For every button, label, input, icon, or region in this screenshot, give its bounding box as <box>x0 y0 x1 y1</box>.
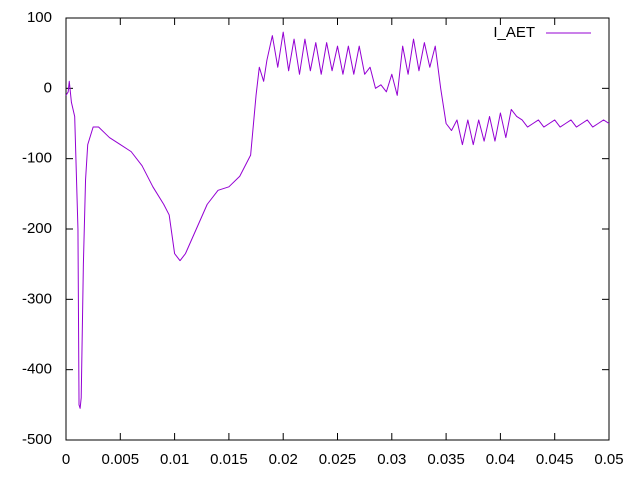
y-tick-label: 100 <box>27 9 52 26</box>
y-tick-label: 0 <box>44 79 52 96</box>
y-tick-label: -400 <box>22 361 52 378</box>
y-tick-label: -100 <box>22 150 52 167</box>
legend-label: I_AET <box>493 24 535 41</box>
plot-border <box>65 17 610 441</box>
x-tick-label: 0.025 <box>319 451 357 468</box>
x-tick-label: 0.005 <box>102 451 140 468</box>
data-line <box>65 31 610 409</box>
y-tick-label: -300 <box>22 290 52 307</box>
x-tick-label: 0 <box>62 451 70 468</box>
y-tick-label: -200 <box>22 220 52 237</box>
y-tick-label: -500 <box>22 431 52 448</box>
x-tick-label: 0.04 <box>486 451 515 468</box>
x-tick-label: 0.015 <box>210 451 248 468</box>
x-tick-label: 0.045 <box>536 451 574 468</box>
x-tick-label: 0.05 <box>594 451 623 468</box>
x-tick-label: 0.01 <box>160 451 189 468</box>
x-tick-label: 0.035 <box>427 451 465 468</box>
x-tick-label: 0.03 <box>377 451 406 468</box>
x-tick-label: 0.02 <box>269 451 298 468</box>
